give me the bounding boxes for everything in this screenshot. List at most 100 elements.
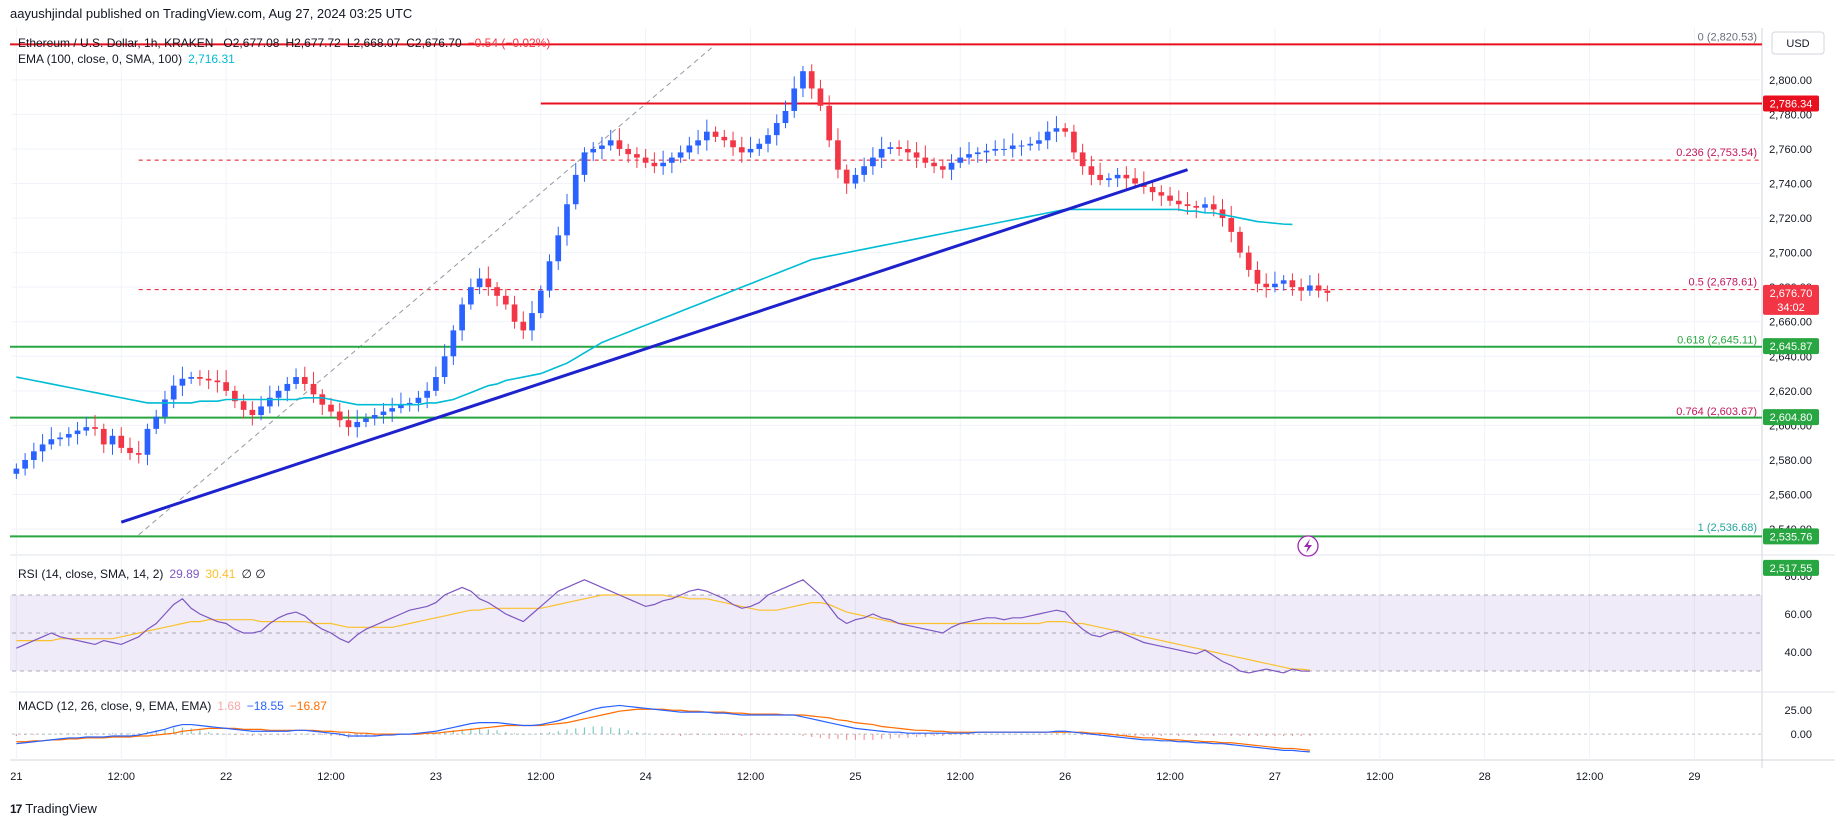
candle-body (931, 162, 937, 167)
candle-body (817, 88, 824, 106)
candle-body (345, 420, 352, 428)
trendline[interactable] (120, 168, 1189, 524)
macd-histogram-bar (680, 734, 682, 737)
candle-body (406, 402, 413, 405)
candle-body (537, 290, 544, 314)
macd-histogram-bar (837, 734, 839, 739)
candle-body (336, 411, 343, 421)
candle-body (695, 140, 701, 146)
symbol-name: Ethereum / U.S. Dollar, 1h, KRAKEN (18, 36, 213, 50)
time-tick-label: 27 (1269, 771, 1281, 783)
candle-body (1018, 145, 1025, 147)
candle-body (109, 435, 116, 445)
macd-tick-label: 0.00 (1791, 729, 1812, 741)
time-tick-label: 12:00 (947, 771, 975, 783)
candle-body (808, 71, 815, 89)
candle-body (380, 411, 387, 416)
candle-body (1298, 287, 1304, 291)
macd-histogram-bar (1230, 734, 1232, 737)
candle-body (65, 434, 72, 438)
candle-body (57, 437, 63, 440)
macd-histogram-bar (784, 734, 787, 735)
price-axis[interactable]: 2,540.002,560.002,580.002,600.002,620.00… (1769, 75, 1812, 741)
candle-body (83, 427, 90, 431)
price-tag-box (1763, 284, 1819, 315)
macd-histogram-bar (330, 734, 332, 737)
candle-body (870, 157, 876, 167)
candle-body (424, 390, 430, 398)
symbol-title: Ethereum / U.S. Dollar, 1h, KRAKEN O2,677… (18, 36, 550, 50)
macd-histogram-bar (208, 732, 210, 735)
horizontal-levels[interactable] (10, 43, 1762, 538)
macd-histogram-bar (758, 734, 760, 736)
candle-body (1088, 166, 1095, 175)
macd-histogram-bar (321, 734, 323, 736)
time-axis[interactable]: 21 12:00 22 12:00 23 12:00 24 12:00 25 12:00 26 12:… (10, 771, 1700, 783)
macd-histogram-bar (199, 730, 201, 735)
price-tag-label: 2,517.55 (1770, 563, 1813, 575)
candle-body (966, 154, 972, 158)
macd-histogram-bar (243, 734, 245, 736)
candle-body (179, 378, 186, 386)
time-tick-label: 12:00 (107, 771, 135, 783)
ohlc-low: L2,668.07 (347, 36, 401, 50)
candle-body (1027, 143, 1034, 146)
time-tick-label: 29 (1688, 771, 1700, 783)
candle-body (301, 377, 308, 384)
candle-body (328, 404, 334, 412)
macd-histogram-bar (470, 728, 472, 735)
candle-body (843, 169, 850, 184)
candle-body (1097, 174, 1103, 181)
candle-body (1263, 283, 1270, 288)
macd-histogram-bar (1239, 734, 1241, 737)
footer: 17 TradingView (10, 801, 97, 816)
macd-histogram-bar (1012, 734, 1014, 735)
time-tick-label: 12:00 (527, 771, 555, 783)
candle-body (974, 152, 981, 155)
candle-body (1307, 285, 1313, 291)
fibonacci-retracement[interactable]: 0 (2,820.53) 0.236 (2,753.54) 0.5 (2,678.6… (138, 31, 1762, 536)
candle-body (721, 136, 728, 141)
candle-body (1053, 128, 1060, 132)
candle-body (1210, 204, 1217, 210)
candle-body (144, 428, 151, 455)
rsi-ma-line (16, 594, 1310, 671)
macd-histogram-bar (1309, 734, 1311, 736)
time-tick-label: 28 (1479, 771, 1491, 783)
candle-body (529, 313, 535, 331)
rsi-pane (10, 579, 1762, 674)
macd-histogram-bar (942, 734, 944, 737)
footer-brand[interactable]: TradingView (25, 801, 97, 816)
candle-body (905, 148, 911, 153)
macd-histogram-bar (548, 732, 551, 735)
macd-histogram-bar (950, 734, 953, 736)
macd-histogram-bar (1248, 734, 1250, 737)
bullish-trendline (120, 168, 1189, 524)
candle-body (1132, 178, 1138, 184)
price-tick-label: 2,760.00 (1769, 144, 1812, 156)
macd-histogram-bar (76, 733, 79, 735)
candle-body (634, 154, 640, 158)
candle-body (896, 147, 902, 149)
candle-body (1324, 290, 1331, 293)
macd-histogram-bar (487, 729, 489, 735)
candle-body (852, 174, 859, 184)
currency-box[interactable] (1771, 31, 1825, 55)
macd-legend: MACD (12, 26, close, 9, EMA, EMA) 1.68 −18… (18, 699, 327, 713)
fib-level-label: 1 (2,536.68) (1698, 522, 1757, 534)
macd-histogram-bar (645, 733, 647, 735)
macd-histogram-bar (557, 731, 559, 735)
candle-body (433, 377, 439, 391)
macd-histogram-bar (907, 734, 909, 738)
candle-body (188, 377, 195, 379)
price-tag-box (1763, 528, 1819, 545)
macd-histogram-bar (706, 734, 708, 735)
macd-histogram-bar (1186, 734, 1189, 736)
candle-body (153, 416, 160, 429)
candle-body (92, 427, 98, 429)
candle-body (310, 383, 317, 395)
candle-body (293, 377, 299, 384)
candle-body (441, 356, 448, 378)
